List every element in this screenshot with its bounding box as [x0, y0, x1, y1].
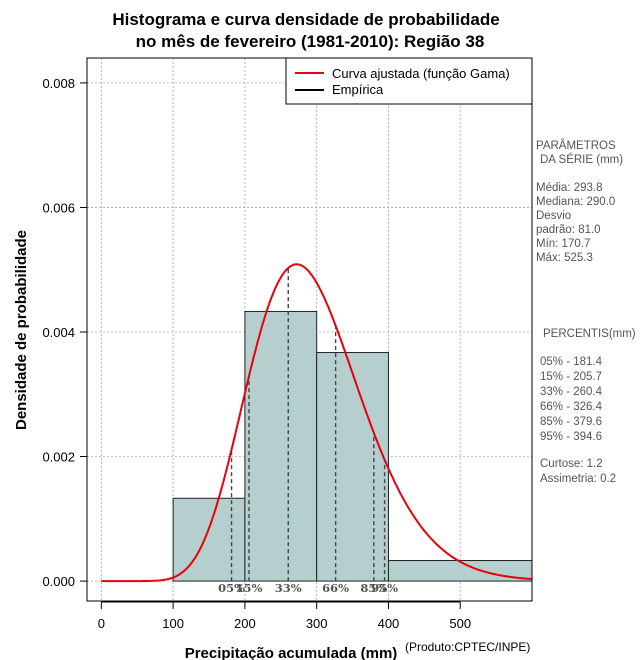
histogram-bar-3: [387, 560, 533, 582]
chart-title-line1: Histograma e curva densidade de probabil…: [112, 10, 499, 29]
y-tick-label-3: 0.006: [42, 200, 75, 215]
gamma-curve: [101, 263, 533, 583]
legend: Curva ajustada (função Gama) Empírica: [285, 57, 533, 105]
y-tick-label-1: 0.002: [42, 450, 75, 465]
percentil-95: 95% - 394.6: [540, 431, 602, 443]
percentile-label-3: 66%: [322, 581, 349, 595]
x-tick-label-0: 0: [98, 616, 105, 631]
credit-label: (Produto:CPTEC/INPE): [405, 640, 530, 654]
param-min: Mín: 170.7: [536, 238, 590, 250]
y-tick-label-4: 0.008: [42, 76, 75, 91]
param-max: Máx: 525.3: [536, 252, 593, 264]
percentile-label-4: 85%: [360, 581, 387, 595]
histogram-bar-2: [316, 352, 389, 582]
param-media: Média: 293.8: [536, 182, 603, 194]
x-tick-label-4: 400: [378, 616, 400, 631]
param-desvio-2: padrão: 81.0: [536, 224, 601, 236]
percentiles-panel: PERCENTIS(mm) 05% - 181.4 15% - 205.7 33…: [540, 328, 636, 485]
x-axis-title: Precipitação acumulada (mm): [185, 645, 398, 660]
percentile-label-0: 05%: [218, 581, 245, 595]
x-tick-label-1: 100: [162, 616, 184, 631]
percentil-66: 66% - 326.4: [540, 401, 603, 413]
histogram-bars: [172, 310, 533, 582]
percentil-33: 33% - 260.4: [540, 386, 603, 398]
series-parameters-panel: PARÂMETROS DA SÉRIE (mm) Média: 293.8 Me…: [536, 139, 623, 264]
param-desvio-1: Desvio: [536, 210, 571, 222]
percentil-05: 05% - 181.4: [540, 356, 603, 368]
legend-label-curve: Curva ajustada (função Gama): [332, 66, 510, 81]
param-mediana: Mediana: 290.0: [536, 196, 615, 208]
legend-box: [285, 57, 533, 105]
curtose: Curtose: 1.2: [540, 458, 603, 470]
chart-title-line2: no mês de fevereiro (1981-2010): Região …: [136, 32, 485, 51]
y-axis: 0.000 0.002 0.004 0.006 0.008: [42, 76, 87, 589]
x-axis: 0 100 200 300 400 500: [98, 601, 471, 631]
x-tick-label-2: 200: [234, 616, 256, 631]
percentile-lines: [230, 267, 386, 582]
assimetria: Assimetria: 0.2: [540, 473, 616, 485]
percentil-15: 15% - 205.7: [540, 371, 602, 383]
params-heading-2: DA SÉRIE (mm): [540, 153, 623, 166]
percentile-label-1: 15%: [236, 581, 263, 595]
percentile-label-2: 33%: [275, 581, 302, 595]
percentile-labels: 05%15% 33% 66% 85%95%: [218, 581, 398, 595]
y-axis-title: Densidade de probabilidade: [13, 230, 30, 430]
y-tick-label-2: 0.004: [42, 325, 75, 340]
x-tick-label-5: 500: [449, 616, 471, 631]
percentile-label-5: 95%: [371, 581, 398, 595]
legend-label-empirical: Empírica: [332, 82, 384, 97]
histogram-bar-0: [172, 497, 246, 582]
y-tick-label-0: 0.000: [42, 574, 75, 589]
percentil-85: 85% - 379.6: [540, 416, 602, 428]
percentis-heading: PERCENTIS(mm): [543, 328, 636, 340]
histogram-bar-1: [244, 310, 318, 582]
x-tick-label-3: 300: [306, 616, 328, 631]
params-heading-1: PARÂMETROS: [536, 139, 616, 152]
